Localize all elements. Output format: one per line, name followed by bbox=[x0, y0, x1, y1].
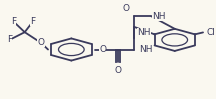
Text: O: O bbox=[122, 4, 130, 13]
Text: F: F bbox=[30, 17, 35, 26]
Text: O: O bbox=[114, 66, 121, 75]
Text: NH: NH bbox=[137, 28, 151, 37]
Text: O: O bbox=[37, 38, 44, 47]
Text: F: F bbox=[7, 35, 12, 44]
Text: O: O bbox=[99, 45, 106, 54]
Text: HN: HN bbox=[137, 28, 151, 37]
Text: NH: NH bbox=[139, 45, 153, 54]
Text: F: F bbox=[11, 17, 16, 26]
Text: Cl: Cl bbox=[206, 28, 215, 37]
Text: NH: NH bbox=[152, 12, 166, 21]
